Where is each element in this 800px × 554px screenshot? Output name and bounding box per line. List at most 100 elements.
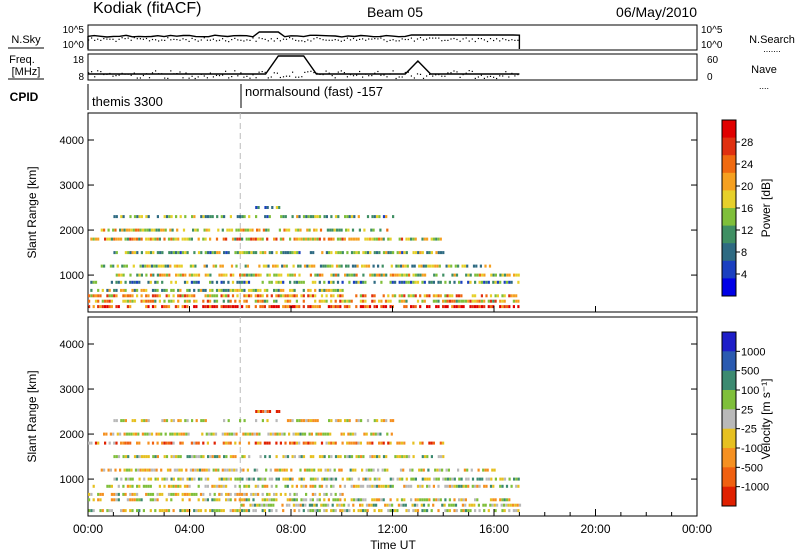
velocity-panel-cell: [437, 477, 440, 481]
power-panel-cell: [193, 294, 196, 298]
velocity-panel-cell: [311, 484, 314, 488]
power-panel-cell: [254, 299, 257, 303]
nave-dot: [194, 77, 196, 80]
velocity-panel-cell: [515, 477, 518, 481]
noise-search-dot: [225, 40, 227, 42]
velocity-panel-cell: [399, 468, 403, 472]
power-panel-cell: [403, 251, 406, 255]
velocity-panel-cell: [178, 432, 181, 436]
velocity-panel-cell: [263, 441, 266, 445]
velocity-panel-cell: [420, 468, 423, 472]
velocity-panel-cell: [458, 498, 461, 502]
velocity-panel-cell: [298, 477, 301, 481]
power-panel-cell: [271, 251, 274, 255]
power-panel-cell: [357, 251, 360, 255]
velocity-panel-cell: [428, 441, 431, 445]
nave-dot: [304, 71, 306, 73]
noise-search-dot: [142, 38, 144, 40]
power-panel-cell: [266, 294, 269, 298]
power-panel-cell: [193, 273, 196, 277]
power-panel-cell: [410, 294, 413, 298]
noise-search-dot: [395, 40, 397, 42]
velocity-panel-cell: [453, 477, 456, 481]
noise-search-dot: [301, 40, 303, 42]
velocity-panel-cell: [147, 477, 150, 481]
velocity-panel-cell: [113, 419, 116, 423]
velocity-panel-cell: [227, 492, 230, 496]
velocity-panel-cell: [318, 484, 321, 488]
velocity-panel-cell: [268, 498, 271, 502]
nave-dot: [161, 73, 163, 75]
noise-search-dot: [158, 40, 160, 42]
velocity-panel-cell: [163, 509, 166, 513]
power-colorbar-tick-label: 28: [741, 137, 753, 149]
velocity-panel-cell: [269, 468, 272, 472]
velocity-panel-cell: [254, 503, 257, 507]
power-panel-cell: [275, 237, 278, 241]
noise-search-dot: [517, 39, 519, 41]
power-panel-cell: [254, 237, 257, 241]
velocity-panel-cell: [263, 503, 266, 507]
power-panel-cell: [341, 251, 344, 255]
power-panel-cell: [314, 273, 317, 277]
velocity-panel-cell: [207, 455, 210, 459]
velocity-panel-cell: [265, 503, 268, 507]
velocity-panel-cell: [357, 441, 360, 445]
velocity-panel-cell: [181, 441, 184, 445]
velocity-panel-cell: [165, 477, 169, 481]
velocity-panel-cell: [311, 503, 314, 507]
power-panel-cell: [483, 280, 486, 284]
power-panel-cell: [455, 305, 458, 309]
power-panel-cell: [108, 294, 111, 298]
power-panel-cell: [298, 237, 301, 241]
power-panel-cell: [412, 237, 415, 241]
velocity-panel-cell: [389, 484, 392, 488]
power-panel-cell: [378, 237, 381, 241]
power-panel-cell: [334, 273, 338, 277]
power-panel-cell: [241, 305, 244, 309]
velocity-panel-cell: [131, 498, 134, 502]
power-panel-cell: [147, 251, 150, 255]
nave-dot: [419, 73, 422, 75]
nave-dot: [91, 71, 93, 73]
power-panel-cell: [162, 228, 165, 232]
power-panel-cell: [172, 299, 175, 303]
power-panel-cell: [488, 264, 492, 268]
velocity-panel-cell: [294, 432, 297, 436]
velocity-panel-cell: [138, 441, 141, 445]
power-panel-cell: [184, 273, 187, 277]
noise-search-dot: [392, 39, 394, 41]
noise-search-dot: [127, 37, 129, 39]
time-tick-label: 12:00: [377, 522, 407, 536]
power-panel-cell: [211, 305, 214, 309]
nave-dot: [188, 77, 190, 79]
power-panel-cell: [200, 215, 203, 219]
velocity-panel-cell: [113, 498, 116, 502]
velocity-panel-cell: [423, 509, 426, 513]
velocity-panel-cell: [405, 477, 408, 481]
velocity-panel-cell: [326, 432, 329, 436]
velocity-panel-cell: [452, 503, 455, 507]
power-panel-cell: [175, 251, 178, 255]
power-panel-cell: [229, 299, 232, 303]
power-panel-cell: [412, 294, 415, 298]
power-panel-cell: [487, 299, 490, 303]
power-panel-cell: [323, 288, 326, 292]
power-panel-cell: [496, 280, 499, 284]
velocity-panel-cell: [208, 432, 211, 436]
time-tick-label: 00:00: [682, 522, 712, 536]
velocity-panel-cell: [371, 484, 374, 488]
velocity-panel-cell: [378, 441, 381, 445]
nave-dot: [517, 74, 519, 76]
velocity-panel-cell: [315, 503, 318, 507]
power-panel-cell: [499, 273, 502, 277]
power-panel-cell: [220, 280, 223, 284]
velocity-panel-cell: [213, 441, 216, 445]
velocity-panel-cell: [218, 477, 221, 481]
power-panel-cell: [484, 264, 487, 268]
velocity-panel-cell: [348, 509, 351, 513]
velocity-panel-cell: [279, 441, 282, 445]
power-panel-cell: [286, 299, 289, 303]
velocity-panel-cell: [184, 419, 187, 423]
power-panel-cell: [152, 273, 155, 277]
